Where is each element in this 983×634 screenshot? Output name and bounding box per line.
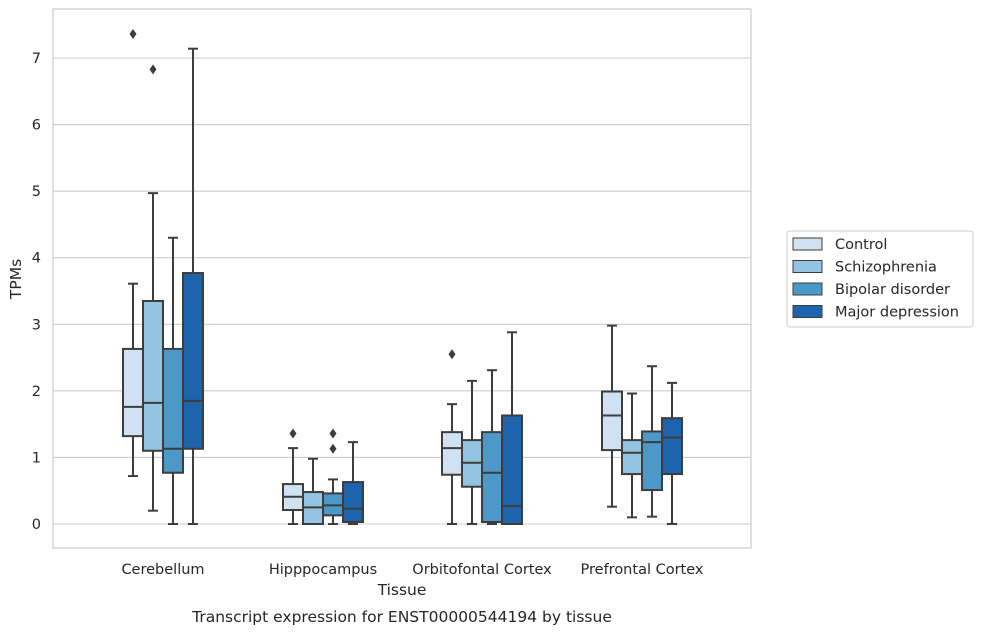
plot-frame: [52, 8, 752, 549]
y-tick-label: 1: [32, 450, 41, 466]
x-tick-label: Orbitofontal Cortex: [412, 562, 552, 578]
y-tick-label: 6: [32, 118, 41, 134]
legend-swatch: [792, 305, 823, 318]
outlier-point: [129, 29, 137, 40]
y-tick-labels: 0 1 2 3 4 5 6 7: [32, 51, 41, 533]
y-tick-label: 5: [32, 184, 41, 200]
outlier-point: [448, 349, 456, 360]
box: [641, 430, 663, 492]
legend-swatch: [792, 282, 823, 296]
x-axis-label: Tissue: [377, 581, 427, 599]
x-tick-label: Prefrontal Cortex: [581, 562, 704, 578]
box: [621, 439, 643, 476]
box: [661, 417, 683, 476]
box: [122, 347, 144, 438]
box: [162, 347, 184, 474]
y-tick-label: 7: [32, 51, 41, 67]
x-tick-label: Hipppocampus: [269, 562, 377, 578]
box: [441, 431, 463, 476]
y-tick-label: 4: [32, 251, 41, 267]
legend-label: Bipolar disorder: [835, 282, 950, 298]
box-series: [122, 29, 683, 526]
y-tick-label: 0: [32, 517, 41, 533]
outlier-point: [329, 428, 337, 439]
legend: Control Schizophrenia Bipolar disorder Majo…: [786, 230, 974, 328]
legend-label: Schizophrenia: [835, 260, 937, 276]
y-axis-label: TPMs: [7, 259, 25, 300]
x-tick-labels: Cerebellum Hipppocampus Orbitofontal Corte…: [121, 562, 703, 578]
outlier-point: [329, 443, 337, 454]
figure-caption: Transcript expression for ENST0000054419…: [191, 608, 612, 626]
legend-frame: [786, 230, 974, 328]
x-tick-label: Cerebellum: [121, 562, 204, 578]
box: [182, 272, 204, 450]
outlier-point: [149, 64, 157, 75]
legend-label: Major depression: [835, 305, 959, 321]
legend-label: Control: [835, 237, 887, 253]
legend-swatch: [792, 260, 823, 273]
y-tick-label: 2: [32, 384, 41, 400]
legend-swatch: [792, 237, 823, 251]
box: [142, 299, 164, 452]
box: [501, 414, 523, 526]
box: [601, 390, 623, 452]
y-tick-label: 3: [32, 317, 41, 333]
outlier-point: [289, 428, 297, 439]
box: [342, 481, 364, 524]
box: [481, 431, 503, 524]
